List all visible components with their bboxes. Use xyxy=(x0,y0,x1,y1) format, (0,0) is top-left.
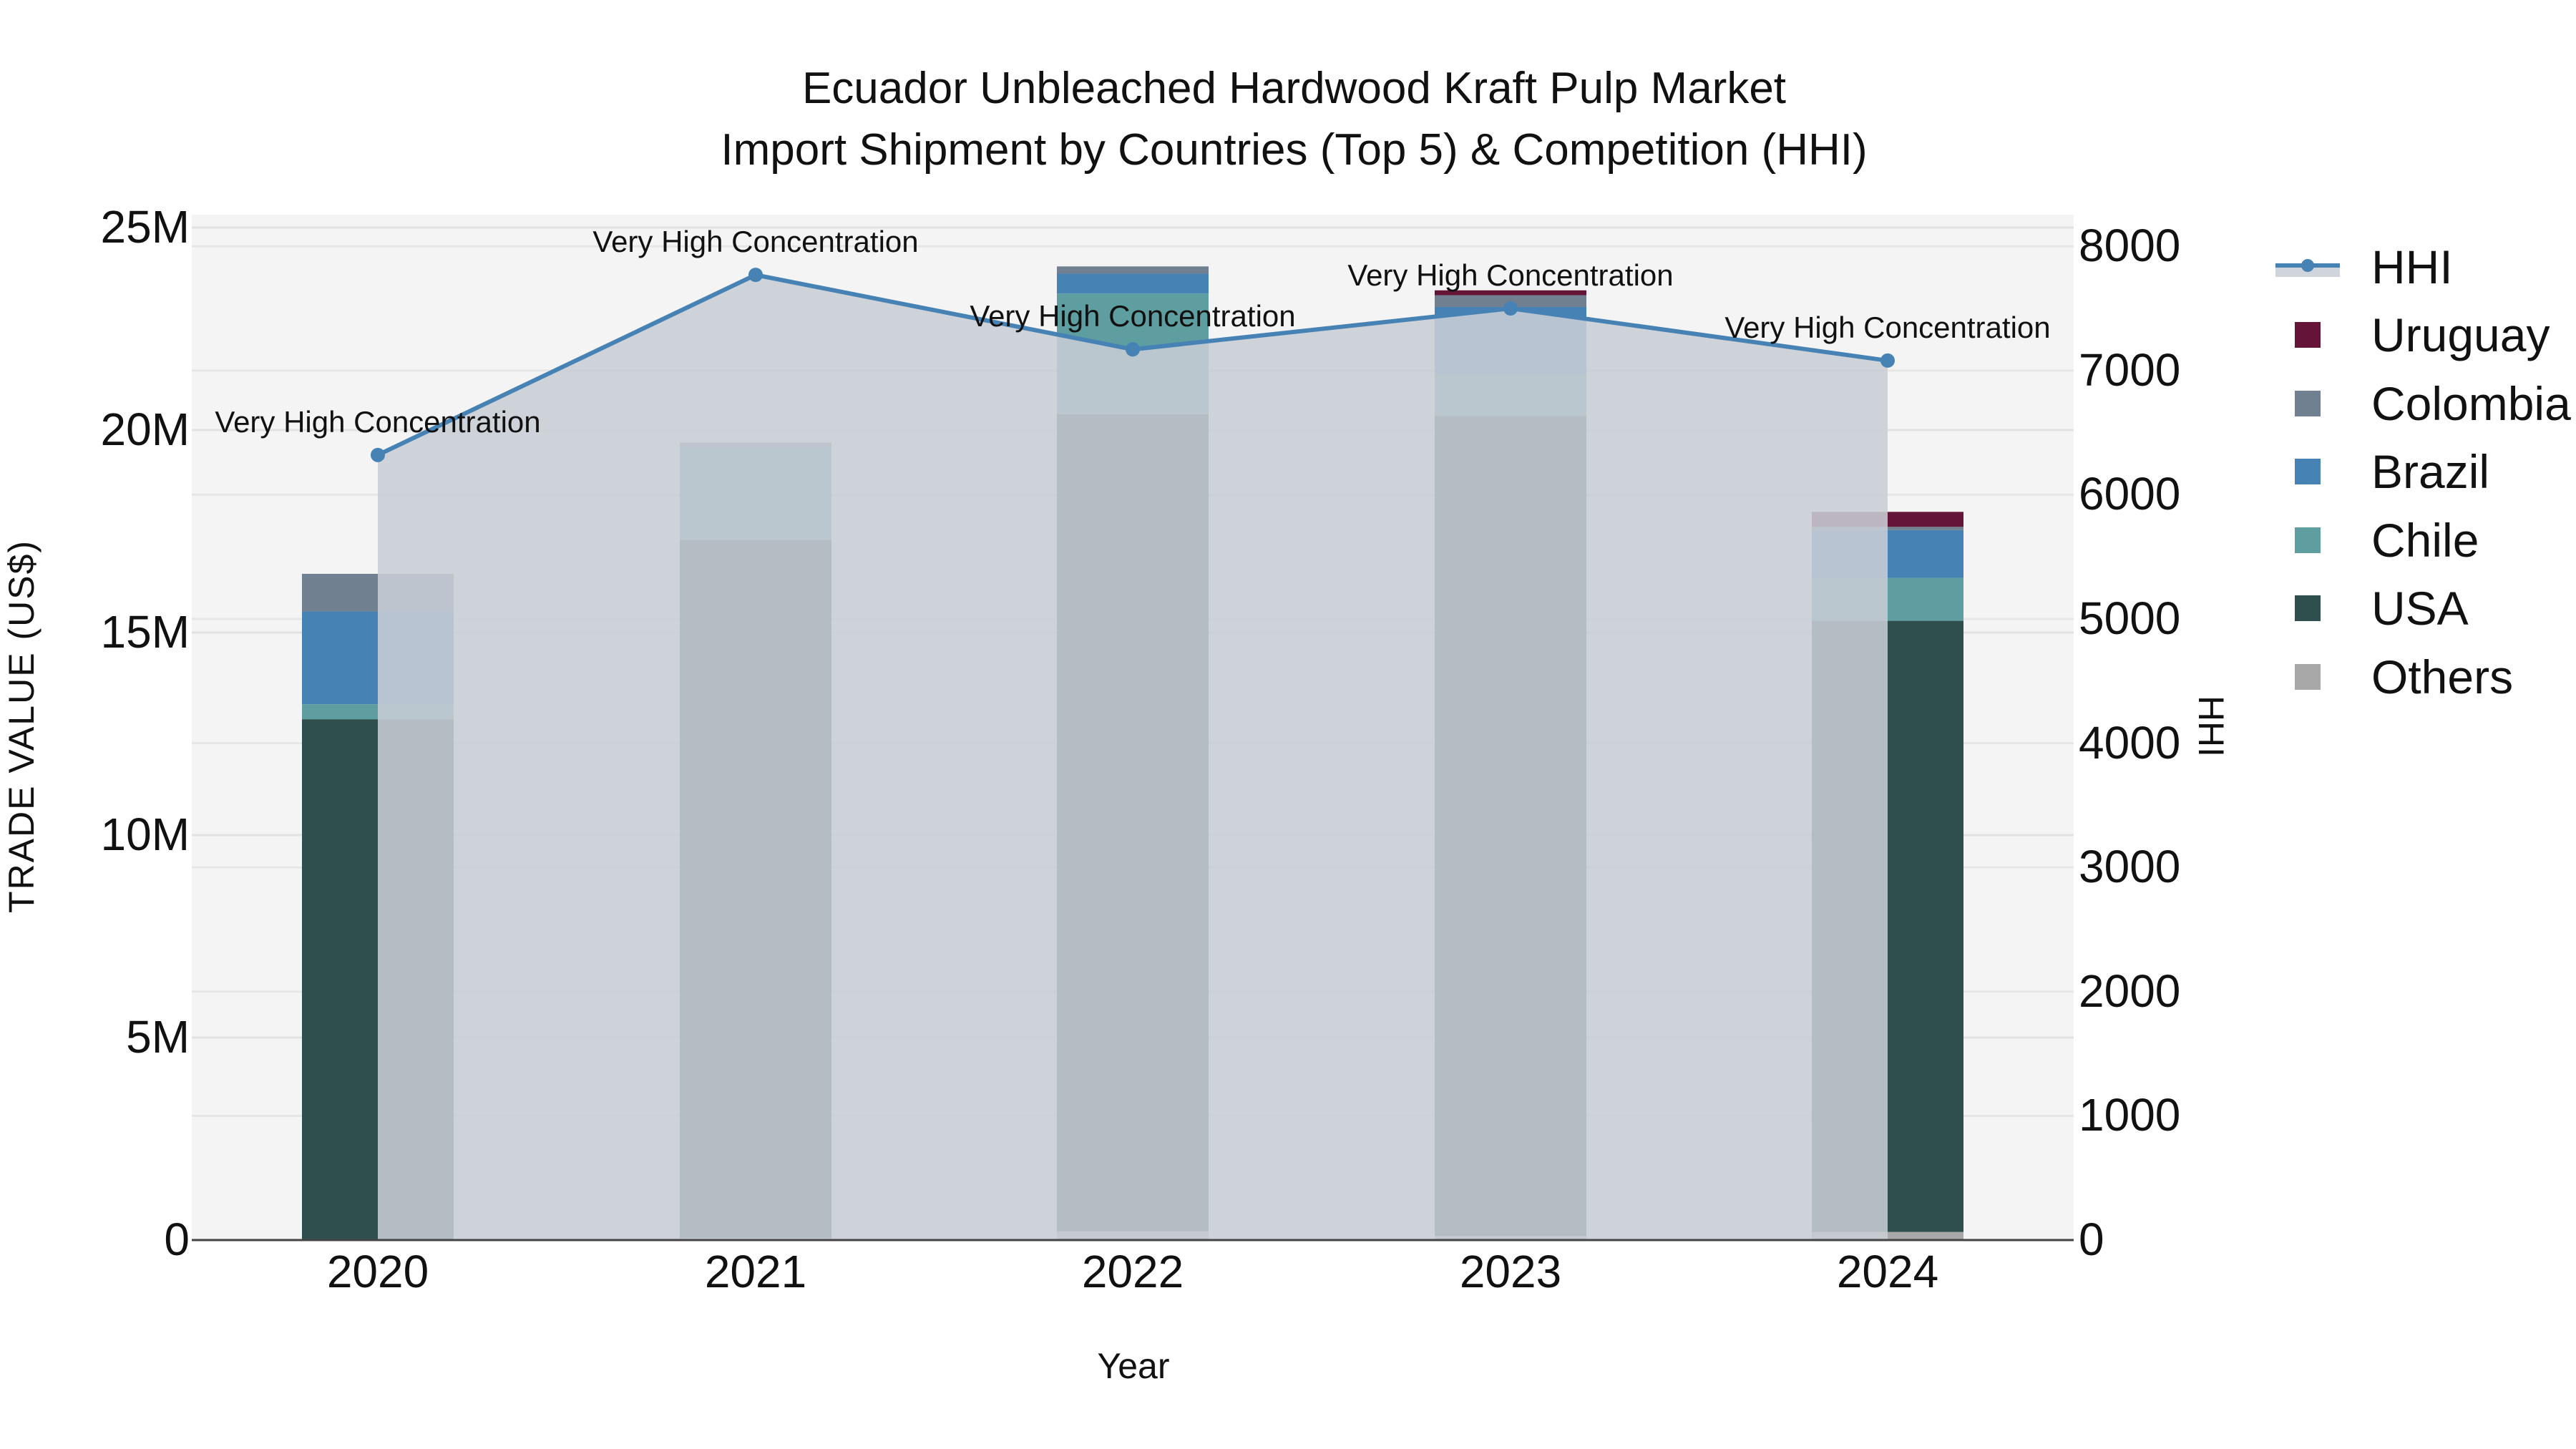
bar-segment-colombia xyxy=(1435,295,1586,307)
y-tick-right: 7000 xyxy=(2079,343,2181,396)
color-swatch-icon xyxy=(2295,390,2321,416)
y-tick-right: 4000 xyxy=(2079,716,2181,769)
legend-item-brazil[interactable]: Brazil xyxy=(2275,438,2571,507)
color-swatch-icon xyxy=(2295,527,2321,553)
legend-label: USA xyxy=(2371,582,2469,635)
y-tick-left: 10M xyxy=(100,809,190,860)
hhi-marker xyxy=(1126,342,1140,357)
y-axis-right-title: HHI xyxy=(2191,695,2231,758)
x-tick: 2020 xyxy=(326,1246,429,1297)
legend-label: Others xyxy=(2371,650,2514,703)
legend-item-usa[interactable]: USA xyxy=(2275,575,2571,643)
y-tick-right: 1000 xyxy=(2079,1089,2181,1141)
hhi-annotation: Very High Concentration xyxy=(592,225,919,259)
y-tick-left: 5M xyxy=(126,1011,190,1063)
hhi-annotation: Very High Concentration xyxy=(1724,310,2051,344)
y-tick-left: 25M xyxy=(100,201,190,253)
y-tick-left: 20M xyxy=(100,404,190,455)
bar-segment-colombia xyxy=(1057,266,1209,274)
y-tick-left: 15M xyxy=(100,606,190,658)
bar-segment-uruguay xyxy=(1435,290,1586,296)
hhi-marker xyxy=(371,447,385,462)
y-tick-left: 0 xyxy=(164,1214,190,1265)
y-tick-right: 5000 xyxy=(2079,592,2181,644)
color-swatch-icon xyxy=(2295,595,2321,622)
x-tick: 2022 xyxy=(1081,1246,1184,1297)
hhi-annotation: Very High Concentration xyxy=(970,299,1296,333)
chart-subtitle: Import Shipment by Countries (Top 5) & C… xyxy=(721,125,1868,175)
legend-label: HHI xyxy=(2371,240,2453,293)
legend-label: Uruguay xyxy=(2371,308,2550,362)
legend-item-colombia[interactable]: Colombia xyxy=(2275,369,2571,438)
color-swatch-icon xyxy=(2295,459,2321,485)
legend-item-uruguay[interactable]: Uruguay xyxy=(2275,301,2571,370)
legend-label: Colombia xyxy=(2371,376,2571,430)
hhi-annotation: Very High Concentration xyxy=(215,404,541,439)
legend: HHI Uruguay Colombia Brazil Chile USA Others xyxy=(2275,233,2571,711)
x-axis-title: Year xyxy=(1097,1346,1170,1386)
color-swatch-icon xyxy=(2295,322,2321,348)
hhi-marker xyxy=(748,268,763,283)
y-tick-right: 8000 xyxy=(2079,220,2181,272)
hhi-area xyxy=(378,275,1888,1241)
x-tick: 2024 xyxy=(1836,1246,1939,1297)
color-swatch-icon xyxy=(2295,663,2321,690)
y-axis-left-title: TRADE VALUE (US$) xyxy=(1,539,42,914)
y-tick-right: 6000 xyxy=(2079,468,2181,520)
legend-item-hhi[interactable]: HHI xyxy=(2275,233,2571,301)
chart-title: Ecuador Unbleached Hardwood Kraft Pulp M… xyxy=(801,64,1787,113)
hhi-marker xyxy=(1503,301,1518,316)
line-marker-icon xyxy=(2275,254,2340,280)
bar-segment-brazil xyxy=(1057,273,1209,294)
y-tick-right: 0 xyxy=(2079,1214,2104,1265)
legend-label: Brazil xyxy=(2371,445,2490,499)
hhi-marker xyxy=(1880,353,1895,368)
legend-item-chile[interactable]: Chile xyxy=(2275,506,2571,575)
hhi-annotation: Very High Concentration xyxy=(1347,258,1674,292)
y-tick-right: 2000 xyxy=(2079,965,2181,1017)
x-tick: 2021 xyxy=(704,1246,807,1297)
y-tick-right: 3000 xyxy=(2079,841,2181,893)
legend-item-others[interactable]: Others xyxy=(2275,643,2571,711)
legend-label: Chile xyxy=(2371,513,2479,567)
x-tick: 2023 xyxy=(1459,1246,1562,1297)
